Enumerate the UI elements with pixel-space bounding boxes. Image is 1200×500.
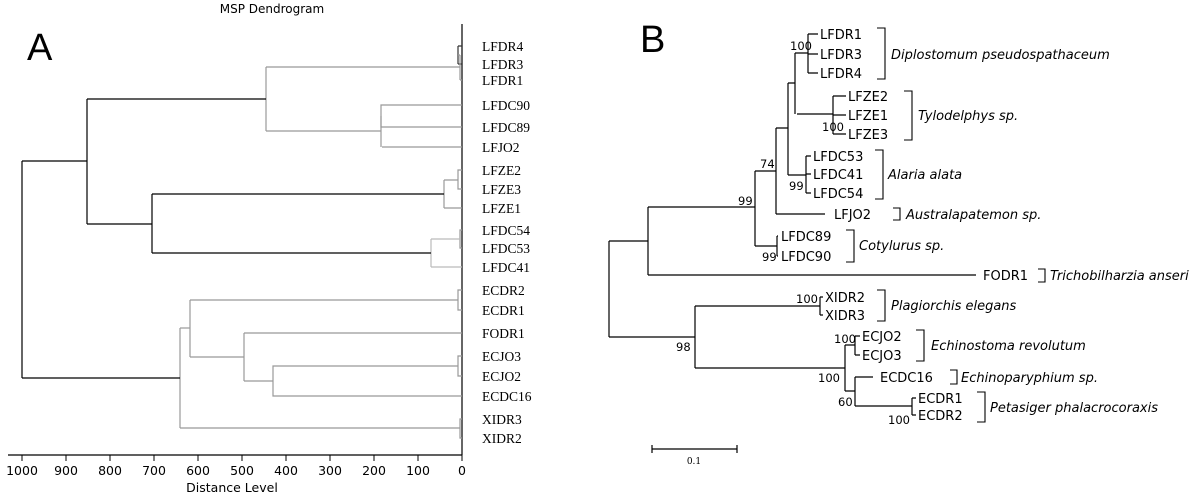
leaf-label: XIDR2 — [482, 431, 522, 446]
leaf-label: LFJO2 — [834, 208, 871, 223]
bootstrap-value: 100 — [818, 371, 840, 385]
leaf-label: LFJO2 — [482, 140, 520, 155]
tick-label: 400 — [274, 463, 298, 478]
leaf-label: ECJO2 — [482, 369, 521, 384]
leaf-label: ECDR1 — [918, 392, 963, 407]
phylogenetic-tree — [608, 33, 976, 453]
leaf-label: ECDR2 — [918, 409, 963, 424]
leaf-label: ECDR1 — [482, 303, 525, 318]
tick-label: 0 — [458, 463, 466, 478]
clade-label: Petasiger phalacrocoraxis — [990, 401, 1158, 416]
tick-label: 200 — [362, 463, 386, 478]
clade-names: Diplostomum pseudospathaceum Tylodelphys… — [859, 48, 1189, 416]
bootstrap-value: 100 — [796, 292, 818, 306]
leaf-label: XIDR3 — [482, 412, 522, 427]
panel-b-label: B — [640, 19, 665, 61]
leaf-label: LFDR1 — [820, 28, 862, 43]
leaf-label: XIDR2 — [825, 291, 865, 306]
tick-label: 900 — [54, 463, 78, 478]
leaf-label: ECDR2 — [482, 283, 525, 298]
x-axis-title: Distance Level — [186, 480, 278, 495]
clade-label: Cotylurus sp. — [859, 239, 944, 254]
leaf-label: LFDC89 — [482, 120, 530, 135]
tick-label: 800 — [98, 463, 122, 478]
bootstrap-value: 98 — [676, 340, 691, 354]
leaf-label: FODR1 — [983, 269, 1028, 284]
leaf-label: LFDC54 — [482, 223, 530, 238]
leaf-label: FODR1 — [482, 326, 525, 341]
clade-label: Echinoparyphium sp. — [961, 371, 1098, 386]
leaf-label: LFDC53 — [813, 150, 863, 165]
clade-label: Trichobilharzia anseri — [1050, 269, 1189, 284]
tick-label: 600 — [186, 463, 210, 478]
leaf-label: LFDR1 — [482, 73, 523, 88]
bootstrap-value: 99 — [738, 194, 753, 208]
tick-label: 1000 — [6, 463, 38, 478]
bootstrap-value: 100 — [790, 39, 812, 53]
tree-leaves: LFDR1 LFDR3 LFDR4 LFZE2 LFZE1 LFZE3 LFDC… — [781, 28, 1028, 424]
clade-label: Tylodelphys sp. — [918, 109, 1018, 124]
bootstrap-value: 100 — [888, 413, 910, 427]
bootstrap-value: 100 — [822, 120, 844, 134]
leaf-label: LFDC53 — [482, 241, 530, 256]
leaf-label: LFDR3 — [820, 48, 862, 63]
tick-label: 500 — [230, 463, 254, 478]
leaf-label: LFZE3 — [848, 128, 888, 143]
leaf-label: LFZE2 — [848, 90, 888, 105]
leaf-label: LFDR4 — [820, 67, 862, 82]
leaf-label: LFDC90 — [781, 250, 831, 265]
leaf-label: XIDR3 — [825, 309, 865, 324]
clade-brackets — [846, 27, 1046, 423]
bootstrap-value: 74 — [760, 157, 775, 171]
leaf-label: LFDC54 — [813, 187, 863, 202]
leaf-label: LFDC89 — [781, 230, 831, 245]
bootstrap-value: 99 — [762, 250, 777, 264]
leaf-label: LFZE2 — [482, 163, 521, 178]
bootstrap-value: 60 — [838, 395, 853, 409]
leaf-label: ECJO3 — [482, 349, 521, 364]
bootstrap-values: 100 100 99 74 99 99 100 98 100 100 100 6… — [676, 39, 910, 427]
clade-label: Australapatemon sp. — [905, 208, 1041, 223]
leaf-label: ECJO3 — [862, 349, 902, 364]
leaf-label: ECDC16 — [482, 389, 532, 404]
leaf-label: LFZE1 — [482, 201, 521, 216]
leaf-label: LFDR3 — [482, 57, 524, 72]
leaf-label: LFZE3 — [482, 182, 521, 197]
clade-label: Alaria alata — [887, 168, 962, 183]
tick-label: 100 — [406, 463, 430, 478]
panel-a-label: A — [27, 27, 53, 69]
tick-label: 300 — [318, 463, 342, 478]
leaf-label: ECDC16 — [880, 371, 933, 386]
scale-bar-label: 0.1 — [687, 457, 701, 467]
clade-label: Echinostoma revolutum — [931, 339, 1086, 354]
tick-label: 700 — [142, 463, 166, 478]
bootstrap-value: 99 — [789, 179, 804, 193]
leaf-label: LFDC90 — [482, 98, 530, 113]
panel-a-title: MSP Dendrogram — [220, 2, 324, 16]
leaf-label: ECJO2 — [862, 330, 902, 345]
dendrogram — [21, 45, 462, 439]
clade-label: Diplostomum pseudospathaceum — [891, 48, 1110, 63]
clade-label: Plagiorchis elegans — [891, 299, 1017, 314]
leaf-label: LFDR4 — [482, 39, 524, 54]
leaf-label: LFDC41 — [482, 260, 530, 275]
x-axis-ticks — [21, 455, 463, 461]
leaf-label: LFDC41 — [813, 168, 863, 183]
dendrogram-leaves: LFDR4 LFDR3 LFDR1 LFDC90 LFDC89 LFJO2 LF… — [482, 39, 532, 446]
leaf-label: LFZE1 — [848, 109, 888, 124]
bootstrap-value: 100 — [834, 332, 856, 346]
